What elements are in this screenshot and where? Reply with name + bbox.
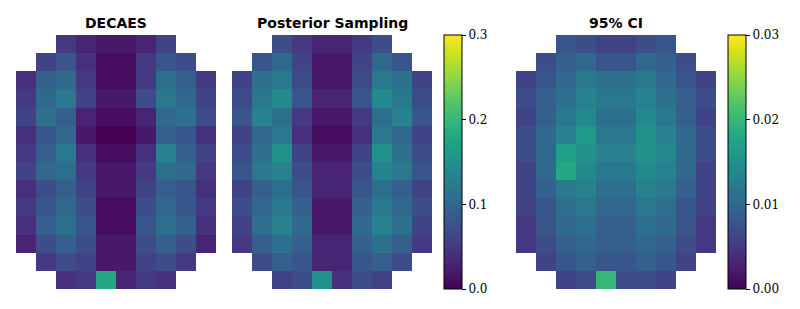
svg-text:0.01: 0.01: [752, 198, 779, 212]
svg-text:0.02: 0.02: [752, 113, 779, 127]
svg-text:0.03: 0.03: [752, 28, 779, 42]
svg-text:Posterior Sampling: Posterior Sampling: [257, 15, 408, 31]
svg-text:0.2: 0.2: [468, 113, 487, 127]
svg-text:0.0: 0.0: [468, 282, 487, 296]
svg-text:0.00: 0.00: [752, 282, 779, 296]
svg-text:95% CI: 95% CI: [589, 15, 643, 31]
svg-text:DECAES: DECAES: [85, 15, 147, 31]
svg-text:0.3: 0.3: [468, 28, 487, 42]
svg-text:0.1: 0.1: [468, 198, 487, 212]
